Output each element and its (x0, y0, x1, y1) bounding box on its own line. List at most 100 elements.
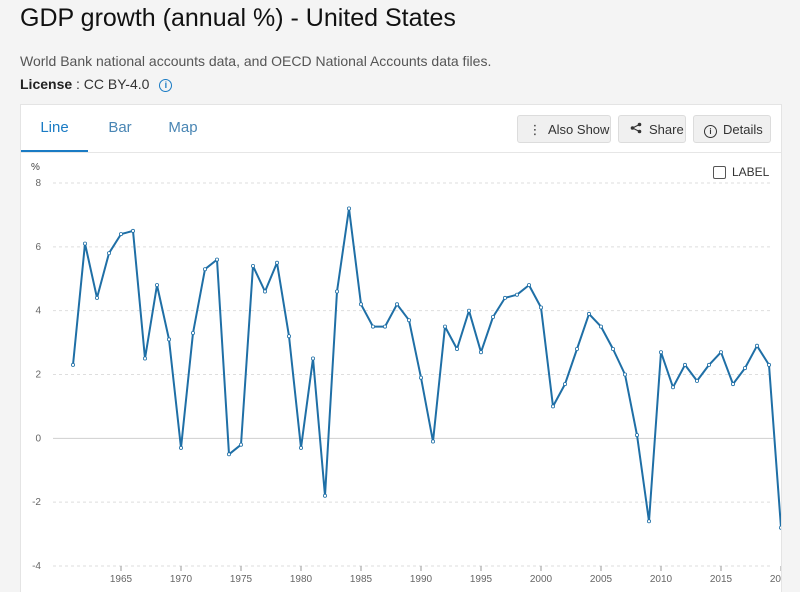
data-point[interactable] (358, 302, 363, 307)
data-point[interactable] (250, 263, 255, 268)
y-tick-label: 6 (35, 242, 41, 253)
x-tick-label: 2010 (650, 574, 673, 585)
data-point[interactable] (107, 251, 112, 256)
data-point[interactable] (370, 324, 375, 329)
x-tick-label: 2005 (590, 574, 613, 585)
data-point[interactable] (611, 346, 616, 351)
also-show-button[interactable]: ⋮ Also Show (517, 115, 611, 143)
data-point[interactable] (707, 362, 712, 367)
share-label: Share (649, 122, 684, 137)
data-point[interactable] (635, 433, 640, 438)
data-point[interactable] (286, 334, 291, 339)
data-point[interactable] (683, 362, 688, 367)
y-tick-label: -4 (32, 561, 41, 572)
data-point[interactable] (743, 366, 748, 371)
data-point[interactable] (466, 308, 471, 313)
line-chart: -4 -2 0 2 4 6 8% 1965 1970 1975 1980 1985 1990 1995 20… (31, 162, 781, 585)
data-point[interactable] (719, 350, 724, 355)
data-point[interactable] (238, 442, 243, 447)
label-checkbox[interactable] (713, 165, 726, 179)
data-point[interactable] (526, 283, 531, 288)
license-label: License (20, 76, 73, 92)
data-point[interactable] (502, 295, 507, 300)
data-point[interactable] (95, 295, 100, 300)
x-tick-label: 1965 (110, 574, 133, 585)
x-tick-label: 1980 (290, 574, 313, 585)
details-button[interactable]: i Details (693, 115, 771, 143)
share-button[interactable]: Share (618, 115, 686, 143)
tab-bar-chart[interactable]: Bar (108, 119, 132, 136)
data-point[interactable] (442, 324, 447, 329)
data-point[interactable] (539, 305, 544, 310)
more-vertical-icon: ⋮ (528, 122, 542, 137)
x-tick-label: 2000 (530, 574, 553, 585)
info-icon[interactable]: i (159, 79, 173, 92)
data-point[interactable] (119, 232, 124, 237)
data-point[interactable] (166, 337, 171, 342)
chart-card: Line Bar Map ⋮ Also Show Share i Details L… (20, 104, 782, 592)
data-point[interactable] (767, 362, 772, 367)
y-tick-label: 0 (35, 433, 41, 444)
data-point[interactable] (310, 356, 315, 361)
series-line (72, 207, 781, 528)
data-point[interactable] (83, 241, 88, 246)
tab-line[interactable]: Line (21, 105, 88, 152)
data-point[interactable] (143, 356, 148, 361)
data-point[interactable] (563, 382, 568, 387)
data-point[interactable] (274, 260, 279, 265)
x-tick-label: 2020 (770, 574, 781, 585)
data-point[interactable] (346, 206, 351, 211)
y-tick-label: 4 (35, 306, 41, 317)
data-point[interactable] (262, 289, 267, 294)
data-point[interactable] (394, 302, 399, 307)
data-point[interactable] (695, 378, 700, 383)
data-point[interactable] (659, 350, 664, 355)
data-point[interactable] (226, 452, 231, 457)
data-point[interactable] (178, 445, 183, 450)
details-info-icon: i (704, 125, 717, 138)
data-point[interactable] (599, 324, 604, 329)
source-text: World Bank national accounts data, and O… (20, 53, 492, 69)
x-tick-label: 1990 (410, 574, 433, 585)
data-point[interactable] (322, 493, 327, 498)
label-toggle[interactable]: LABEL (713, 165, 769, 179)
data-point[interactable] (551, 404, 556, 409)
data-point[interactable] (647, 519, 652, 524)
data-point[interactable] (430, 439, 435, 444)
data-point[interactable] (202, 267, 207, 272)
x-tick-label: 1985 (350, 574, 373, 585)
y-axis-unit: % (31, 162, 40, 173)
y-tick-label: 8 (35, 178, 41, 189)
x-tick-label: 1975 (230, 574, 253, 585)
data-point[interactable] (406, 318, 411, 323)
data-point[interactable] (190, 330, 195, 335)
data-point[interactable] (755, 343, 760, 348)
data-point[interactable] (334, 289, 339, 294)
data-point[interactable] (71, 362, 76, 367)
data-point[interactable] (575, 346, 580, 351)
license-value: : CC BY-4.0 (76, 76, 150, 92)
data-point[interactable] (298, 445, 303, 450)
data-point[interactable] (382, 324, 387, 329)
y-tick-label: -2 (32, 497, 41, 508)
x-tick-label: 1995 (470, 574, 493, 585)
data-point[interactable] (623, 372, 628, 377)
data-point[interactable] (731, 382, 736, 387)
tab-map[interactable]: Map (168, 119, 198, 136)
data-point[interactable] (490, 314, 495, 319)
data-point[interactable] (154, 283, 159, 288)
data-point[interactable] (587, 311, 592, 316)
data-point[interactable] (779, 525, 781, 530)
data-point[interactable] (478, 350, 483, 355)
data-point[interactable] (418, 375, 423, 380)
data-point[interactable] (514, 292, 519, 297)
label-toggle-text: LABEL (732, 165, 770, 179)
y-tick-label: 2 (35, 370, 41, 381)
data-point[interactable] (454, 346, 459, 351)
license-row: License : CC BY-4.0 i (20, 76, 173, 92)
page-title: GDP growth (annual %) - United States (20, 4, 456, 32)
data-point[interactable] (671, 385, 676, 390)
data-point[interactable] (214, 257, 219, 262)
data-point[interactable] (131, 228, 136, 233)
x-tick-label: 1970 (170, 574, 193, 585)
